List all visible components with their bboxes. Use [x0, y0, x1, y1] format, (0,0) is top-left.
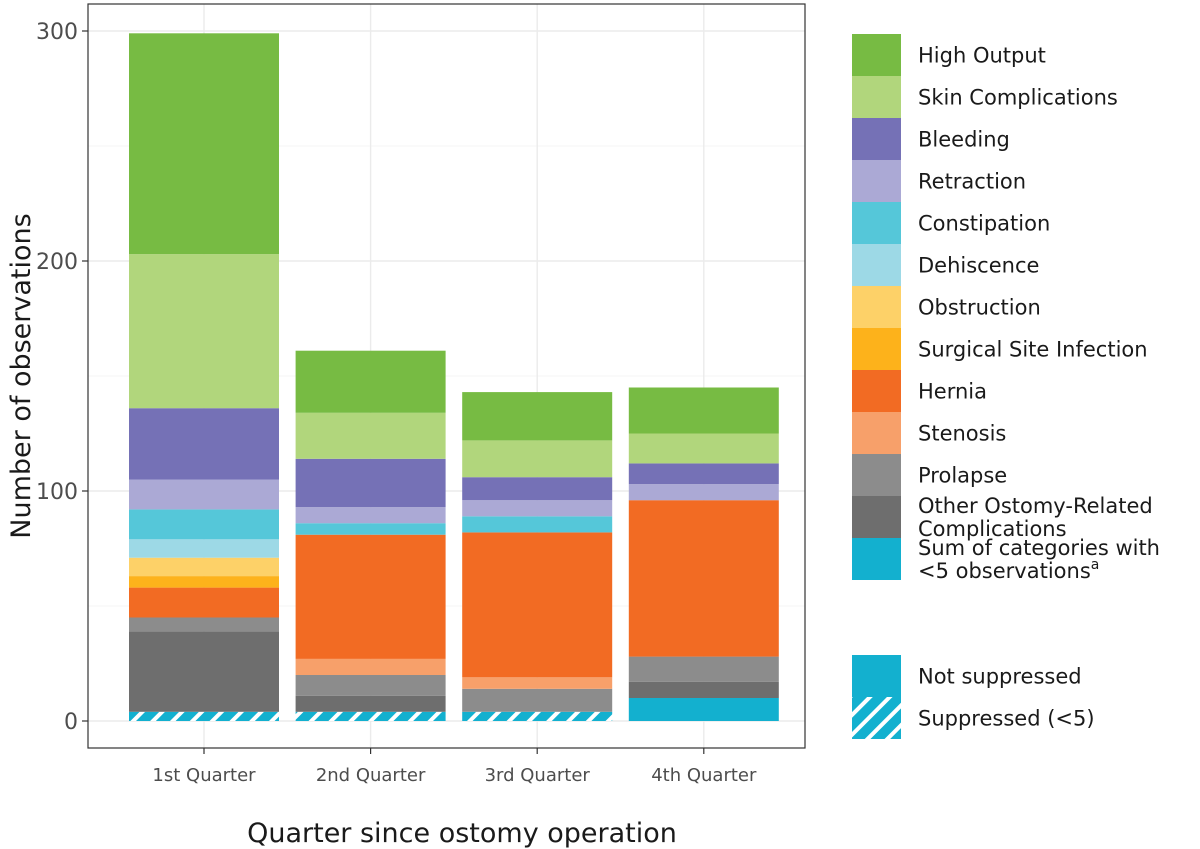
- bar-other-ostomy-related-complications-1st-quarter: [129, 631, 279, 712]
- legend-key-stenosis: [852, 412, 901, 454]
- bar-bleeding-1st-quarter: [129, 408, 279, 480]
- bar-other-ostomy-related-complications-4th-quarter: [628, 681, 779, 698]
- bar-constipation-3rd-quarter: [462, 516, 613, 533]
- bar-obstruction-1st-quarter: [129, 557, 279, 577]
- bar-retraction-2nd-quarter: [295, 507, 446, 524]
- y-tick-label: 200: [36, 250, 78, 275]
- legend-label-hernia: Hernia: [918, 380, 987, 404]
- legend-key-dehiscence: [852, 244, 901, 286]
- legend-key-retraction: [852, 160, 901, 202]
- legend-label-surgical-site-infection: Surgical Site Infection: [918, 338, 1148, 362]
- legend-label-sum-of-categories-with-5-observations: Sum of categories with <5 observationsa: [918, 536, 1160, 583]
- bar-constipation-1st-quarter: [129, 509, 279, 540]
- legend-key-prolapse: [852, 454, 901, 496]
- bar-prolapse-3rd-quarter: [462, 688, 613, 712]
- bar-retraction-3rd-quarter: [462, 500, 613, 517]
- legend-label-dehiscence: Dehiscence: [918, 254, 1039, 278]
- plot-border: [87, 3, 806, 749]
- legend-label-stenosis: Stenosis: [918, 422, 1006, 446]
- bar-stenosis-3rd-quarter: [462, 677, 613, 689]
- legend-label-obstruction: Obstruction: [918, 296, 1041, 320]
- bar-other-ostomy-related-complications-2nd-quarter: [295, 695, 446, 712]
- bar-constipation-2nd-quarter: [295, 523, 446, 535]
- x-tick-label: 1st Quarter: [152, 765, 256, 786]
- legend-label-skin-complications: Skin Complications: [918, 86, 1118, 110]
- x-axis-title: Quarter since ostomy operation: [247, 818, 677, 849]
- legend-label-prolapse: Prolapse: [918, 464, 1007, 488]
- legend-label-other-ostomy-related-complications: Other Ostomy-Related Complications: [918, 494, 1153, 541]
- bar-sum-of-categories-with-5-observations-2nd-quarter: [295, 711, 446, 721]
- bar-retraction-4th-quarter: [628, 484, 779, 501]
- legend-key-surgical-site-infection: [852, 328, 901, 370]
- legend-label-suppressed-5: Suppressed (<5): [918, 707, 1095, 731]
- legend-key-bleeding: [852, 118, 901, 160]
- legend-label-constipation: Constipation: [918, 212, 1050, 236]
- legend-key-constipation: [852, 202, 901, 244]
- bar-stenosis-2nd-quarter: [295, 658, 446, 675]
- bar-hernia-4th-quarter: [628, 500, 779, 657]
- x-tick-label: 3rd Quarter: [485, 765, 591, 786]
- legend-key-hernia: [852, 370, 901, 412]
- bar-prolapse-4th-quarter: [628, 656, 779, 682]
- legend-key-sum-of-categories-with-5-observations: [852, 538, 901, 580]
- bar-high-output-1st-quarter: [129, 33, 279, 255]
- bar-surgical-site-infection-1st-quarter: [129, 576, 279, 588]
- legend-label-high-output: High Output: [918, 44, 1046, 68]
- x-tick-label: 2nd Quarter: [316, 765, 426, 786]
- legend-key-skin-complications: [852, 76, 901, 118]
- legend-label-bleeding: Bleeding: [918, 128, 1010, 152]
- bar-sum-of-categories-with-5-observations-1st-quarter: [129, 711, 279, 721]
- legend-key-other-ostomy-related-complications: [852, 496, 901, 538]
- bar-high-output-2nd-quarter: [295, 350, 446, 413]
- bar-bleeding-4th-quarter: [628, 463, 779, 485]
- bar-high-output-4th-quarter: [628, 387, 779, 434]
- suppression-legend: Not suppressed Suppressed (<5): [852, 655, 1095, 739]
- bar-skin-complications-1st-quarter: [129, 254, 279, 409]
- legend-label-retraction: Retraction: [918, 170, 1026, 194]
- y-tick-label: 300: [36, 20, 78, 45]
- y-axis-title: Number of observations: [6, 213, 37, 538]
- bar-skin-complications-2nd-quarter: [295, 412, 446, 459]
- bar-bleeding-3rd-quarter: [462, 477, 613, 501]
- bar-sum-of-categories-with-5-observations-4th-quarter: [628, 698, 779, 721]
- x-tick-label: 4th Quarter: [651, 765, 757, 786]
- legend-key-not-suppressed: [852, 655, 901, 697]
- legend-key-high-output: [852, 34, 901, 76]
- bar-bleeding-2nd-quarter: [295, 458, 446, 508]
- legend-key-suppressed-5: [852, 697, 901, 739]
- legend-label-not-suppressed: Not suppressed: [918, 665, 1082, 689]
- bar-high-output-3rd-quarter: [462, 392, 613, 441]
- y-tick-label: 0: [64, 710, 78, 735]
- y-axis: 0 100 200 300: [36, 20, 88, 735]
- bar-prolapse-2nd-quarter: [295, 675, 446, 696]
- bar-hernia-1st-quarter: [129, 587, 279, 618]
- bar-skin-complications-4th-quarter: [628, 433, 779, 464]
- bars: [129, 33, 779, 721]
- bar-hernia-2nd-quarter: [295, 534, 446, 659]
- bar-dehiscence-1st-quarter: [129, 539, 279, 558]
- y-tick-label: 100: [36, 480, 78, 505]
- x-axis: 1st Quarter 2nd Quarter 3rd Quarter 4th Qua…: [152, 748, 757, 786]
- bar-prolapse-1st-quarter: [129, 617, 279, 632]
- legend-key-obstruction: [852, 286, 901, 328]
- bar-sum-of-categories-with-5-observations-3rd-quarter: [462, 711, 613, 721]
- bar-skin-complications-3rd-quarter: [462, 440, 613, 478]
- legend: High Output Skin Complications Bleeding Ret…: [852, 34, 1160, 583]
- bar-hernia-3rd-quarter: [462, 532, 613, 678]
- bar-retraction-1st-quarter: [129, 479, 279, 510]
